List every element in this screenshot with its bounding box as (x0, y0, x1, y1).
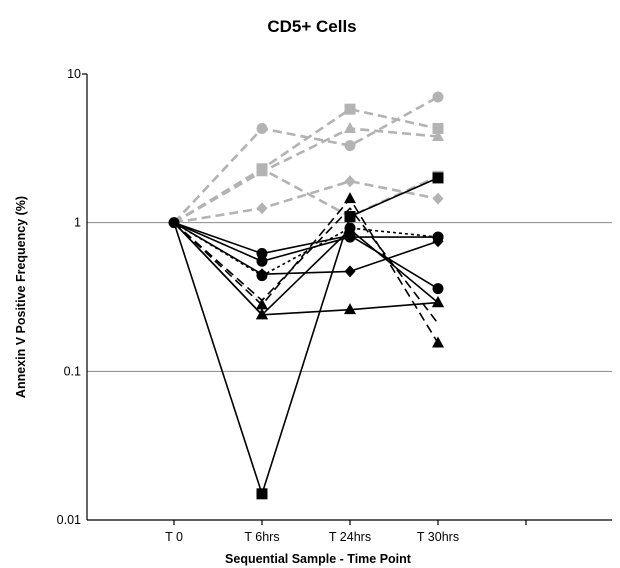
series-line (173, 179, 439, 224)
series-line (173, 95, 439, 224)
series-line (173, 177, 439, 495)
y-tick-label: 0.01 (57, 513, 81, 527)
series-marker (344, 303, 356, 315)
series-line (173, 197, 439, 344)
series-marker (256, 298, 268, 310)
x-tick-label: T 6hrs (244, 530, 279, 544)
series-marker (344, 103, 356, 115)
series-marker (344, 140, 356, 152)
series-marker (256, 202, 268, 215)
series-marker (432, 172, 444, 184)
series-line (173, 221, 438, 263)
series-marker (344, 175, 356, 188)
series-marker (344, 222, 356, 234)
series-line (173, 127, 439, 224)
series-marker (432, 296, 444, 308)
series-marker (344, 192, 356, 204)
series-marker (432, 231, 444, 243)
series-marker (256, 270, 268, 282)
y-axis-label: Annexin V Positive Frequency (%) (14, 196, 28, 398)
series-marker (256, 163, 268, 175)
series-marker (432, 129, 444, 141)
series-marker (344, 231, 356, 243)
series-marker (432, 283, 444, 295)
series-marker (344, 211, 356, 223)
series-marker (256, 248, 268, 260)
series-marker (432, 336, 444, 348)
series-marker (256, 308, 268, 320)
x-tick-label: T 30hrs (417, 530, 459, 544)
x-axis-label: Sequential Sample - Time Point (225, 552, 412, 566)
series-marker (256, 255, 268, 267)
series-marker (432, 122, 444, 134)
chart-title: CD5+ Cells (267, 17, 356, 36)
series-lines (173, 95, 439, 495)
axes (86, 74, 612, 525)
series-marker (344, 265, 356, 278)
series-marker (344, 121, 356, 133)
series-line (173, 221, 439, 290)
series-marker (256, 122, 268, 134)
x-tick-labels: T 0 T 6hrs T 24hrs T 30hrs (165, 530, 459, 544)
series-line (173, 107, 439, 224)
series-line (173, 207, 439, 324)
series-line (173, 222, 439, 316)
y-tick-label: 1 (74, 216, 81, 230)
series-marker (432, 91, 444, 103)
x-tick-label: T 0 (165, 530, 183, 544)
series-marker (256, 488, 268, 500)
x-tick-label: T 24hrs (329, 530, 371, 544)
y-tick-label: 10 (67, 67, 81, 81)
series-marker (168, 217, 180, 229)
series-marker (432, 192, 444, 205)
y-tick-labels: 0.01 0.1 1 10 (57, 67, 81, 527)
gridlines (82, 73, 612, 372)
series-markers (168, 91, 444, 500)
y-tick-label: 0.1 (64, 364, 81, 378)
